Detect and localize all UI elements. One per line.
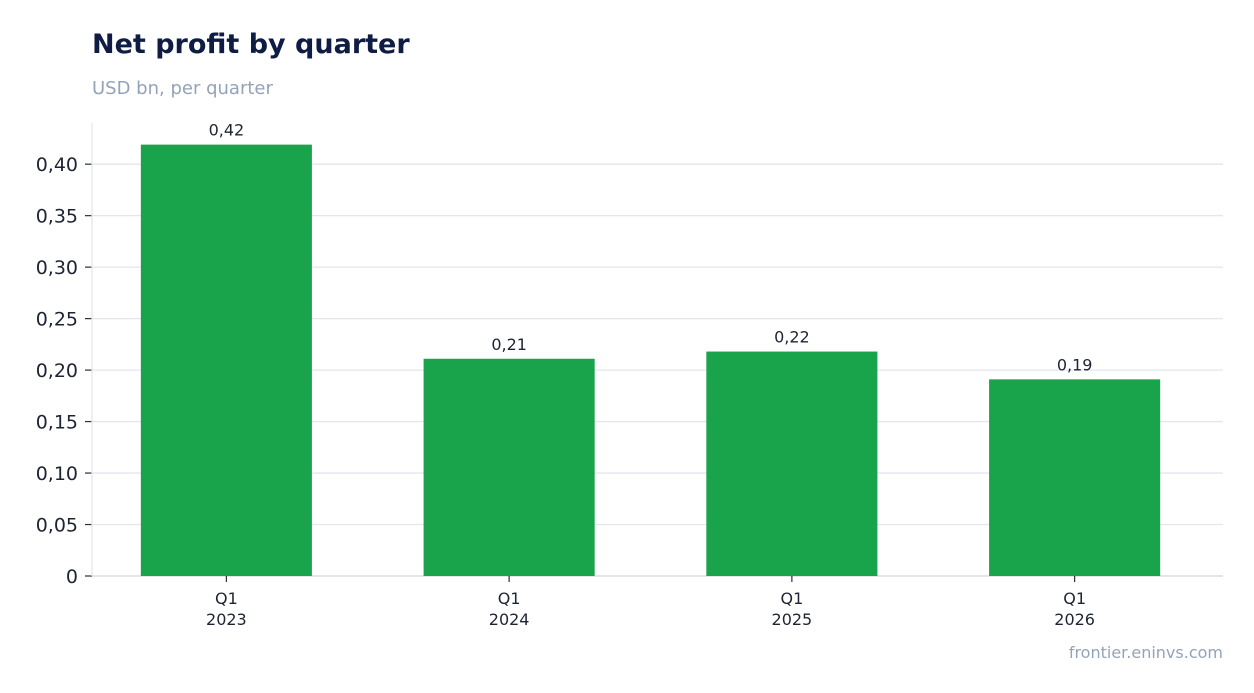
- x-tick-label: 2026: [1054, 610, 1095, 629]
- data-label: 0,22: [774, 328, 810, 347]
- y-tick-label: 0,35: [36, 206, 78, 228]
- x-tick-label: Q1: [215, 589, 238, 608]
- x-tick-label: 2025: [772, 610, 813, 629]
- y-tick-label: 0,10: [36, 463, 78, 485]
- chart-title: Net profit by quarter: [92, 29, 410, 60]
- y-tick-label: 0,30: [36, 257, 78, 279]
- data-label: 0,42: [209, 121, 245, 140]
- data-label: 0,19: [1057, 355, 1093, 374]
- y-tick-label: 0,15: [36, 412, 78, 434]
- bar: [423, 358, 595, 576]
- bar: [140, 144, 312, 576]
- x-tick-label: 2024: [489, 610, 530, 629]
- y-tick-label: 0,05: [36, 515, 78, 537]
- y-tick-label: 0: [66, 566, 78, 588]
- x-tick-label: Q1: [498, 589, 521, 608]
- axes: 0 0,05 0,10 0,15 0,20 0,25 0,30 0,35 0,40 Q1 2023 Q…: [36, 123, 1223, 629]
- y-tick-label: 0,25: [36, 309, 78, 331]
- source-note: frontier.eninvs.com: [1069, 643, 1223, 662]
- x-tick-label: Q1: [1063, 589, 1086, 608]
- chart-subtitle: USD bn, per quarter: [92, 78, 273, 99]
- y-tick-label: 0,20: [36, 360, 78, 382]
- data-label: 0,21: [491, 335, 527, 354]
- x-tick-label: Q1: [780, 589, 803, 608]
- bar: [989, 379, 1161, 576]
- y-tick-label: 0,40: [36, 154, 78, 176]
- data-labels: 0,42 0,21 0,22 0,19: [209, 121, 1093, 375]
- bars: [140, 144, 1161, 576]
- bar: [706, 351, 878, 576]
- x-tick-label: 2023: [206, 610, 247, 629]
